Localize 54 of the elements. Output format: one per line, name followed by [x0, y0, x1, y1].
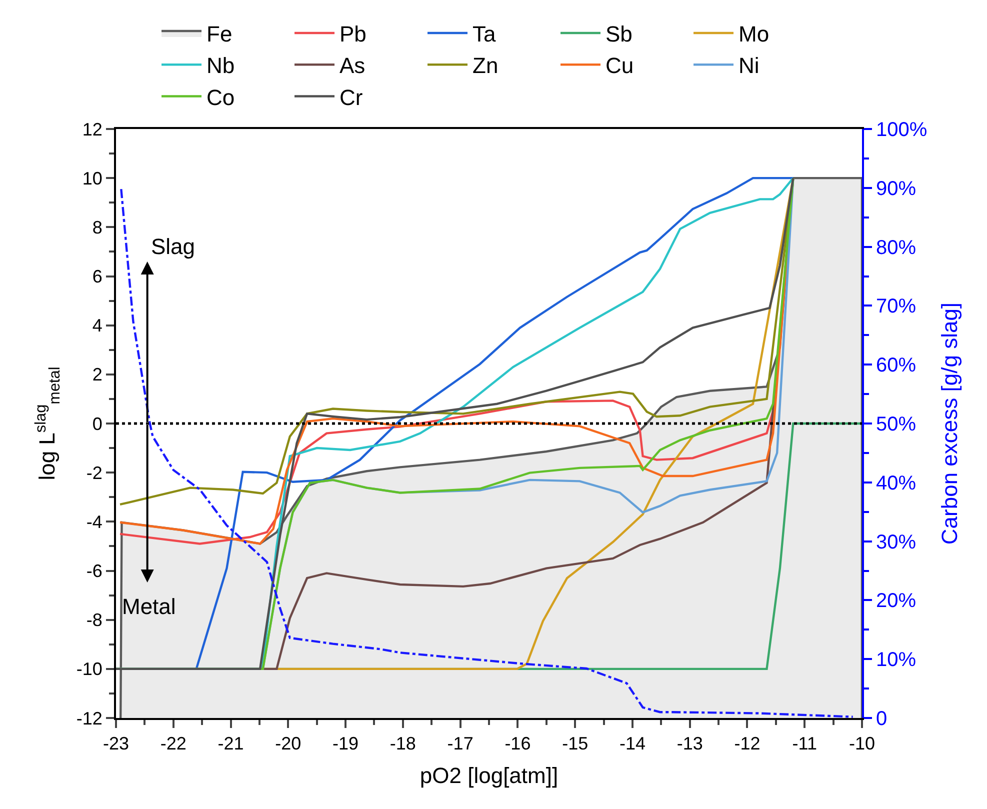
- y-tick-label: -10: [76, 659, 102, 680]
- legend-label: Pb: [340, 22, 366, 47]
- y2-tick-label: 90%: [876, 178, 916, 200]
- legend-label: Cr: [340, 84, 363, 110]
- x-tick-label: -11: [792, 734, 817, 754]
- y-tick-label: 0: [92, 414, 102, 434]
- annotation: Slag: [151, 234, 196, 259]
- legend-label: Co: [206, 84, 235, 110]
- x-tick-label: -14: [619, 734, 646, 754]
- y2-tick-label: 10%: [876, 649, 916, 672]
- legend-label: Ta: [472, 22, 496, 47]
- legend-label: Mo: [738, 22, 770, 47]
- y2-tick-label: 40%: [876, 472, 916, 494]
- y-tick-label: -4: [86, 512, 102, 532]
- y2-tick-label: 0: [876, 708, 888, 730]
- y2-tick-label: 70%: [876, 296, 916, 318]
- y2-tick-label: 60%: [876, 354, 916, 377]
- legend-label: Zn: [472, 53, 498, 78]
- annotation: Metal: [122, 594, 176, 619]
- x-tick-label: -23: [102, 734, 130, 754]
- y-tick-label: 8: [92, 217, 102, 238]
- x-tick-label: -20: [275, 734, 302, 754]
- legend-label: Fe: [206, 22, 232, 47]
- y2-tick-label: 50%: [876, 414, 916, 436]
- legend-label: Cu: [606, 53, 634, 78]
- y2-tick-label: 100%: [876, 119, 928, 141]
- y2-tick-label: 20%: [876, 590, 916, 612]
- y-tick-label: -6: [86, 561, 102, 582]
- y-tick-label: 12: [82, 119, 102, 140]
- y-tick-label: 10: [82, 168, 102, 188]
- y-tick-label: 6: [92, 266, 102, 287]
- y-tick-label: -12: [76, 708, 102, 728]
- y-tick-label: -8: [86, 610, 102, 630]
- x-tick-label: -13: [676, 734, 703, 754]
- legend-label: Ni: [738, 53, 760, 78]
- x-tick-label: -19: [332, 734, 359, 754]
- x-tick-label: -10: [848, 734, 876, 754]
- x-tick-label: -15: [562, 734, 588, 754]
- x-tick-label: -18: [390, 734, 416, 754]
- x-tick-label: -17: [447, 734, 474, 754]
- x-axis-title: pO2 [log[atm]]: [420, 763, 558, 788]
- y-tick-label: 4: [92, 316, 102, 336]
- y2-tick-label: 80%: [876, 236, 916, 259]
- y-tick-label: -2: [86, 462, 102, 483]
- legend-label: Sb: [606, 22, 632, 47]
- x-tick-label: -12: [734, 734, 760, 754]
- legend-label: As: [340, 53, 366, 78]
- y-tick-label: 2: [92, 364, 102, 385]
- x-tick-label: -21: [218, 734, 244, 754]
- y2-axis-title: Carbon excess [g/g slag]: [936, 302, 962, 545]
- y2-tick-label: 30%: [876, 531, 916, 554]
- legend-label: Nb: [206, 53, 235, 78]
- x-tick-label: -22: [160, 734, 186, 754]
- x-tick-label: -16: [504, 734, 531, 754]
